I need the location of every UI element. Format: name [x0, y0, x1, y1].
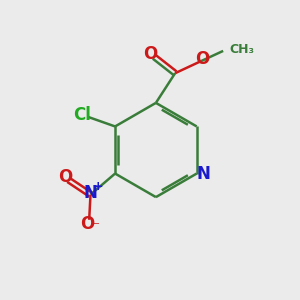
- Text: CH₃: CH₃: [230, 43, 255, 56]
- Text: +: +: [92, 180, 103, 193]
- Text: O: O: [81, 215, 95, 233]
- Text: N: N: [84, 184, 98, 202]
- Text: Cl: Cl: [73, 106, 91, 124]
- Text: O: O: [58, 168, 72, 186]
- Text: N: N: [196, 165, 210, 183]
- Text: O: O: [195, 50, 209, 68]
- Text: O: O: [144, 45, 158, 63]
- Text: ⁻: ⁻: [92, 219, 100, 234]
